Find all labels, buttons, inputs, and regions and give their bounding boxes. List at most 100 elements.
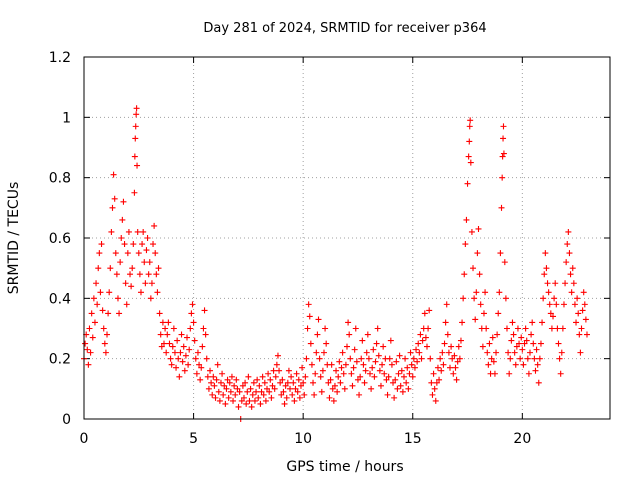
data-point [574, 295, 581, 302]
data-point [345, 319, 352, 326]
data-point [193, 370, 200, 377]
data-point [243, 400, 250, 407]
data-point [398, 367, 405, 374]
data-point [467, 117, 474, 124]
data-point [331, 382, 338, 389]
data-point [557, 370, 564, 377]
data-point [358, 355, 365, 362]
data-point [405, 385, 412, 392]
data-point [271, 385, 278, 392]
data-point [198, 364, 205, 371]
plot-frame [83, 56, 611, 420]
data-point [438, 367, 445, 374]
data-point [84, 346, 91, 353]
data-point [121, 241, 128, 248]
grid [84, 57, 610, 419]
data-point [123, 301, 130, 308]
data-point [268, 394, 275, 401]
data-point [554, 325, 561, 332]
data-point [511, 349, 518, 356]
data-point [555, 340, 562, 347]
data-point [94, 301, 101, 308]
data-point [437, 355, 444, 362]
data-point [475, 225, 482, 232]
data-point [535, 379, 542, 386]
data-point [141, 259, 148, 266]
data-point [125, 228, 132, 235]
data-point [373, 340, 380, 347]
data-point [443, 301, 450, 308]
data-point [418, 355, 425, 362]
data-point [430, 370, 437, 377]
data-point [337, 379, 344, 386]
data-point [95, 265, 102, 272]
y-tick-label: 1 [62, 110, 71, 126]
y-tick-label: 0.2 [49, 352, 71, 368]
data-point [85, 361, 92, 368]
data-point [164, 331, 171, 338]
data-point [132, 123, 139, 130]
data-point [143, 247, 150, 254]
data-point [506, 370, 513, 377]
data-point [221, 382, 228, 389]
data-point [314, 331, 321, 338]
data-point [134, 228, 141, 235]
data-point [411, 364, 418, 371]
data-point [547, 310, 554, 317]
data-point [582, 316, 589, 323]
data-point [205, 385, 212, 392]
data-point [117, 259, 124, 266]
data-point [303, 355, 310, 362]
data-point [544, 280, 551, 287]
data-point [576, 331, 583, 338]
data-point [329, 385, 336, 392]
data-point [457, 337, 464, 344]
data-point [211, 382, 218, 389]
data-point [127, 271, 134, 278]
data-point [168, 361, 175, 368]
data-point [528, 331, 535, 338]
data-point [400, 373, 407, 380]
data-point [302, 373, 309, 380]
data-point [255, 394, 262, 401]
x-tick-label: 5 [189, 431, 198, 447]
data-point [106, 289, 113, 296]
data-point [583, 331, 590, 338]
data-point [234, 385, 241, 392]
data-point [177, 349, 184, 356]
data-point [319, 367, 326, 374]
data-point [562, 280, 569, 287]
data-point [339, 349, 346, 356]
data-point [114, 295, 121, 302]
data-point [191, 337, 198, 344]
data-point [188, 310, 195, 317]
data-point [500, 135, 507, 142]
data-point [384, 391, 391, 398]
data-point [546, 301, 553, 308]
data-point [429, 391, 436, 398]
data-point [88, 310, 95, 317]
data-point [213, 376, 220, 383]
data-point [273, 361, 280, 368]
data-point [334, 388, 341, 395]
data-point [296, 394, 303, 401]
data-point [124, 250, 131, 257]
data-point [220, 391, 227, 398]
data-point [462, 241, 469, 248]
data-point [274, 352, 281, 359]
data-point [501, 259, 508, 266]
data-point [380, 343, 387, 350]
data-point [370, 346, 377, 353]
data-point [194, 349, 201, 356]
data-point [381, 370, 388, 377]
data-point [328, 361, 335, 368]
data-point [542, 250, 549, 257]
data-point [474, 250, 481, 257]
data-point [236, 388, 243, 395]
data-point [442, 319, 449, 326]
data-point [473, 289, 480, 296]
data-point [449, 355, 456, 362]
data-point [294, 388, 301, 395]
data-point [100, 325, 107, 332]
